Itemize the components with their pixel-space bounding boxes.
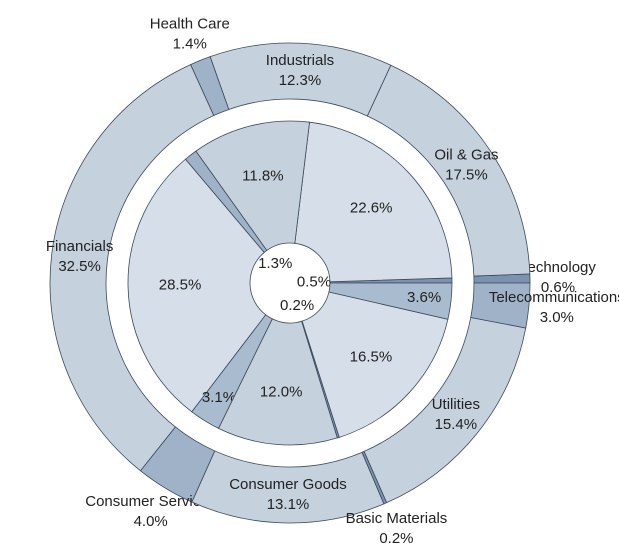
- slice-label: 12.0%: [260, 384, 303, 401]
- slice-name: Health Care: [150, 15, 230, 32]
- slice-name: Financials: [46, 238, 114, 255]
- slice-label: 3.1%: [202, 389, 236, 406]
- slice: [49, 64, 215, 472]
- slice-label: 3.6%: [407, 289, 441, 306]
- slice: [301, 291, 449, 438]
- slice: [328, 282, 453, 320]
- slice-name: Consumer Goods: [229, 476, 347, 493]
- slice-label: 0.2%: [280, 297, 314, 314]
- slice-name: Telecommunications: [489, 289, 619, 306]
- slice-label: 11.8%: [242, 167, 283, 184]
- slice-name: Basic Materials: [346, 510, 448, 527]
- slice-label: 0.6%: [541, 279, 575, 296]
- slice-label: 3.0%: [540, 309, 574, 326]
- slice-name: Utilities: [432, 396, 480, 413]
- slice-label: 1.4%: [173, 35, 207, 52]
- slice: [470, 282, 531, 329]
- slice-label: 22.6%: [350, 200, 393, 217]
- slice-name: Consumer Services: [85, 493, 216, 510]
- slice-label: 0.2%: [379, 530, 413, 547]
- slice-label: 4.0%: [134, 513, 168, 530]
- slice-label: 0.5%: [297, 274, 331, 291]
- slice-label: 17.5%: [445, 166, 488, 183]
- slice-name: Oil & Gas: [434, 146, 498, 163]
- slice-name: Technology: [520, 259, 596, 276]
- slice-label: 28.5%: [159, 277, 202, 294]
- slice: [195, 120, 310, 251]
- slice-label: 13.1%: [267, 496, 310, 513]
- slice-label: 12.3%: [279, 72, 322, 89]
- slice: [127, 158, 267, 413]
- slice: [218, 318, 338, 446]
- slice-name: Industrials: [266, 52, 334, 69]
- slice-label: 1.3%: [258, 255, 292, 272]
- slice-label: 32.5%: [58, 258, 101, 275]
- slice-label: 16.5%: [350, 348, 393, 365]
- slice-label: 15.4%: [435, 416, 478, 433]
- slice: [294, 121, 453, 283]
